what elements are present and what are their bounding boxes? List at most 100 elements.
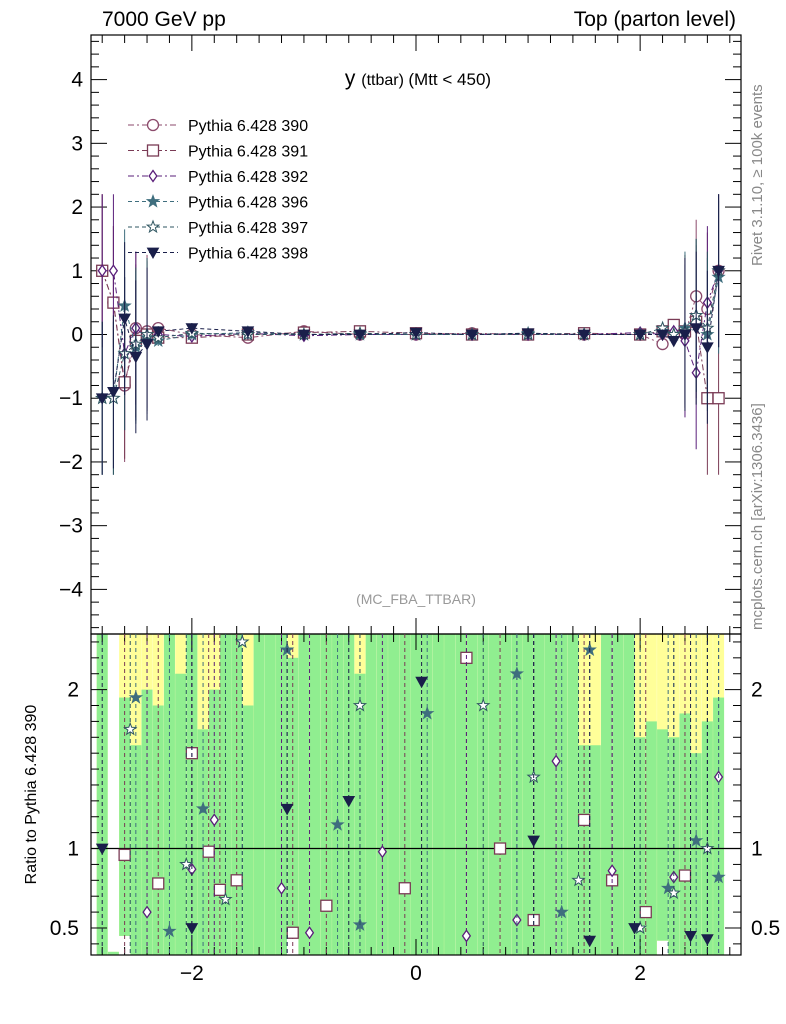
data-point	[107, 386, 120, 399]
data-point	[666, 885, 681, 900]
data-point	[628, 923, 641, 935]
data-point	[148, 169, 158, 183]
data-point	[415, 676, 428, 689]
ratio-band-inner	[466, 634, 478, 955]
ratio-band-inner	[679, 713, 691, 955]
data-point	[577, 329, 591, 342]
data-point	[689, 323, 703, 335]
ratio-band-inner	[253, 634, 265, 955]
series-line	[102, 270, 720, 373]
ratio-series-pythia-6-428-398	[95, 634, 714, 955]
ratio-band-inner	[522, 634, 534, 955]
data-point	[145, 219, 161, 234]
data-point	[118, 313, 131, 326]
data-point	[461, 929, 472, 943]
ratio-band-inner	[175, 673, 187, 955]
ratio-band-inner	[455, 634, 467, 955]
data-point	[684, 931, 697, 943]
ratio-band-inner	[242, 705, 254, 955]
data-point	[142, 905, 152, 919]
legend-entry: Pythia 6.428 391	[128, 144, 308, 161]
data-point	[152, 877, 165, 890]
legend-label: Pythia 6.428 390	[188, 118, 308, 135]
legend-label: Pythia 6.428 392	[188, 169, 308, 186]
data-point	[678, 869, 692, 882]
y-tick-label: 2	[71, 196, 83, 219]
ratio-band-inner	[219, 634, 231, 955]
data-point	[185, 923, 199, 935]
data-point	[195, 801, 211, 815]
data-point	[276, 881, 287, 895]
data-point	[95, 843, 109, 856]
ratio-y-tick-label: 2	[67, 679, 79, 702]
data-point	[123, 721, 138, 736]
data-point	[420, 705, 435, 720]
ratio-y-tick-label: 2	[751, 679, 763, 702]
ratio-band-inner	[298, 634, 310, 955]
ratio-band-inner	[578, 745, 590, 955]
data-point	[701, 934, 714, 946]
ratio-y-axis-label: Ratio to Pythia 6.428 390	[23, 705, 40, 885]
ratio-y-tick-label: 1	[751, 838, 763, 861]
data-point	[521, 328, 535, 340]
legend-entry: Pythia 6.428 398	[128, 246, 308, 263]
y-tick-label: −4	[59, 578, 83, 601]
ratio-band-inner	[511, 634, 523, 955]
data-point	[512, 913, 522, 927]
y-tick-label: 4	[71, 69, 83, 92]
data-point	[377, 845, 388, 859]
ratio-band-inner	[276, 634, 288, 955]
data-point	[146, 247, 160, 260]
legend-label: Pythia 6.428 398	[188, 246, 308, 263]
ratio-band-inner	[444, 634, 456, 955]
data-point	[342, 795, 356, 808]
data-point	[712, 392, 725, 405]
ratio-band-inner	[376, 634, 388, 955]
data-point	[656, 329, 669, 342]
data-point	[577, 813, 591, 827]
header-left: 7000 GeV pp	[102, 8, 226, 31]
ratio-y-tick-label: 0.5	[751, 917, 780, 940]
data-point	[476, 698, 491, 712]
data-point	[607, 864, 617, 878]
ratio-band-inner	[130, 745, 142, 955]
data-point	[297, 329, 311, 342]
data-point	[218, 891, 233, 906]
data-point	[97, 264, 107, 278]
data-point	[185, 323, 199, 335]
data-point	[145, 193, 161, 208]
data-point	[509, 666, 524, 680]
data-point	[712, 265, 725, 278]
data-point	[128, 690, 144, 704]
legend-entry: Pythia 6.428 392	[128, 169, 308, 186]
data-point	[527, 835, 541, 848]
x-tick-label: 2	[634, 962, 646, 985]
data-point	[320, 899, 333, 912]
ratio-y-tick-label: 0.5	[50, 917, 79, 940]
y-tick-label: 3	[71, 132, 83, 155]
ratio-band-inner	[186, 634, 198, 955]
data-point	[213, 883, 227, 896]
ratio-band-inner	[601, 634, 613, 955]
data-point	[554, 904, 569, 919]
ratio-band-inner	[567, 634, 579, 955]
legend-entry: Pythia 6.428 390	[128, 118, 308, 135]
ratio-band-inner	[332, 634, 344, 955]
data-point	[202, 845, 215, 858]
data-point	[330, 817, 345, 831]
data-point	[639, 905, 652, 919]
y-tick-label: −2	[59, 451, 83, 474]
x-tick-label: 0	[410, 962, 422, 985]
data-point	[688, 833, 704, 847]
ratio-band-inner	[343, 634, 355, 955]
data-point	[118, 848, 131, 862]
y-tick-label: −1	[59, 387, 83, 410]
legend-label: Pythia 6.428 396	[188, 195, 308, 212]
data-point	[146, 118, 160, 132]
data-point	[398, 882, 411, 895]
legend-entry: Pythia 6.428 397	[128, 219, 308, 237]
ratio-band-inner	[432, 634, 444, 955]
ratio-band-inner	[533, 634, 545, 955]
series-pythia-6-428-398	[95, 194, 725, 475]
